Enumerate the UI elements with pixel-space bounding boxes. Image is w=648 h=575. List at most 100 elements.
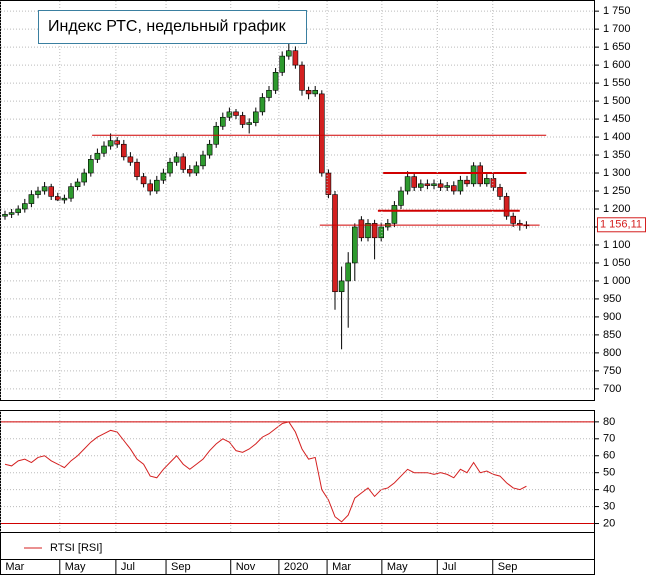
x-tick-label: Mar xyxy=(332,561,351,573)
x-tick-label: Jul xyxy=(442,561,456,573)
candle-body xyxy=(391,205,398,224)
candle-body xyxy=(54,196,61,201)
candle-body xyxy=(206,143,213,156)
candle-body xyxy=(101,145,107,154)
candle-body xyxy=(292,50,299,66)
y-tick-label: 1 500 xyxy=(603,95,631,107)
candle-body xyxy=(187,169,193,174)
y-tick-label: 50 xyxy=(603,467,615,479)
candle-body xyxy=(490,178,497,188)
candle-body xyxy=(134,161,140,177)
y-tick-label: 70 xyxy=(603,433,615,445)
candle-body xyxy=(239,115,246,125)
candle-body xyxy=(121,143,127,158)
candle-body xyxy=(332,194,338,293)
candle-body xyxy=(193,165,200,174)
y-tick-label: 1 450 xyxy=(603,113,631,125)
y-tick-label: 1 400 xyxy=(603,131,631,143)
candle-body xyxy=(94,152,101,160)
candle-body xyxy=(345,262,352,282)
y-tick-label: 1 650 xyxy=(603,41,631,53)
y-tick-label: 1 600 xyxy=(603,59,631,71)
candle-body xyxy=(444,185,451,188)
candle-body xyxy=(272,72,279,91)
candle-body xyxy=(233,111,239,116)
candle-body xyxy=(167,161,173,174)
candle-body xyxy=(88,159,94,174)
y-tick-label: 80 xyxy=(603,416,615,428)
candle-body xyxy=(417,183,424,188)
x-tick-label: Nov xyxy=(236,561,256,573)
candle-body xyxy=(404,176,411,192)
candle-body xyxy=(127,156,134,163)
y-tick-label: 1 750 xyxy=(603,5,631,17)
chart-title: Индекс РТС, недельный график xyxy=(48,18,287,35)
candle-body xyxy=(154,179,160,192)
candle-body xyxy=(200,154,206,167)
candle-body xyxy=(35,190,41,195)
y-tick-label: 950 xyxy=(603,293,621,305)
candle-body xyxy=(279,55,286,73)
y-tick-label: 1 250 xyxy=(603,185,631,197)
candle-body xyxy=(74,181,81,187)
candle-body xyxy=(457,179,464,192)
y-tick-label: 1 050 xyxy=(603,257,631,269)
x-tick-label: 2020 xyxy=(284,561,308,573)
y-tick-label: 1 100 xyxy=(603,239,631,251)
y-tick-label: 750 xyxy=(603,365,621,377)
y-tick-label: 20 xyxy=(603,517,615,529)
candle-body xyxy=(299,64,305,91)
last-value-box xyxy=(597,217,646,233)
candle-body xyxy=(497,187,503,197)
candle-body xyxy=(21,203,28,210)
candle-body xyxy=(424,183,431,186)
y-tick-label: 850 xyxy=(603,329,621,341)
price-panel xyxy=(0,0,595,401)
candle-body xyxy=(312,89,319,95)
candle-body xyxy=(15,208,21,213)
candle-body xyxy=(180,156,186,170)
candle-body xyxy=(503,196,510,217)
y-tick-label: 800 xyxy=(603,347,621,359)
candle-body xyxy=(140,176,147,185)
candle-body xyxy=(68,186,74,199)
x-tick-label: May xyxy=(65,561,86,573)
x-tick-label: Jul xyxy=(121,561,135,573)
x-tick-label: Sep xyxy=(498,561,518,573)
candle-body xyxy=(431,183,437,186)
y-tick-label: 1 550 xyxy=(603,77,631,89)
candle-body xyxy=(160,172,167,181)
candle-body xyxy=(28,194,35,204)
candle-body xyxy=(398,190,404,206)
candle-body xyxy=(510,215,517,224)
candle-body xyxy=(464,179,470,185)
candle-body xyxy=(285,50,292,57)
rsi-line xyxy=(4,421,527,523)
y-tick-label: 900 xyxy=(603,311,621,323)
rsi-panel xyxy=(0,410,595,533)
candle-body xyxy=(220,116,226,127)
y-tick-label: 1 200 xyxy=(603,203,631,215)
legend-label: RTSI [RSI] xyxy=(50,542,102,554)
candle-body xyxy=(253,111,259,123)
candle-body xyxy=(61,197,68,201)
candle-body xyxy=(41,186,48,192)
candle-body xyxy=(173,156,180,163)
candle-body xyxy=(246,122,252,125)
candle-body xyxy=(338,280,345,293)
y-tick-label: 30 xyxy=(603,500,615,512)
candle-body xyxy=(358,219,365,239)
title-box xyxy=(38,10,307,44)
candle-body xyxy=(325,172,332,195)
candle-body xyxy=(266,89,272,98)
candle-body xyxy=(477,165,484,185)
candle-body xyxy=(226,111,233,118)
candle-body xyxy=(8,212,15,215)
candle-body xyxy=(305,89,312,95)
candle-body xyxy=(318,93,325,174)
legend-panel xyxy=(0,532,595,560)
candle-body xyxy=(81,172,87,183)
y-tick-label: 1 000 xyxy=(603,275,631,287)
